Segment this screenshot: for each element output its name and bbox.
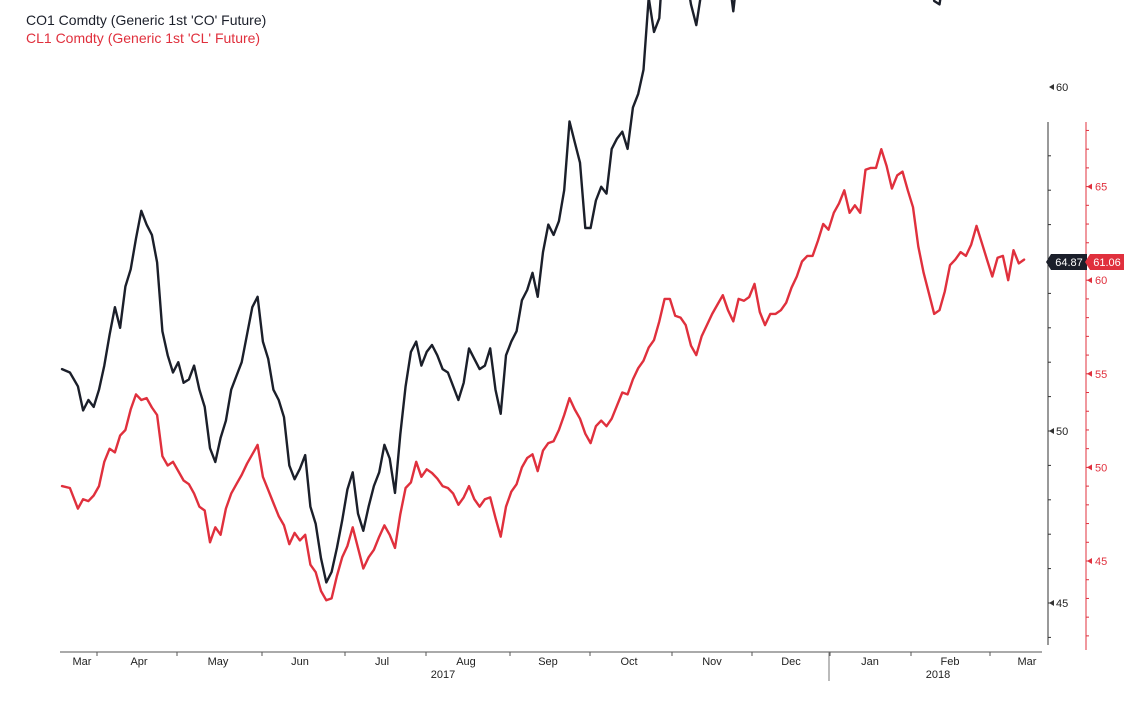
- last-value-badge-cl1: [1085, 254, 1124, 270]
- y-axis-left: 455055606570: [1047, 82, 1068, 645]
- last-value-label-co1: 64.87: [1055, 257, 1083, 269]
- y-right-tick-label: 65: [1095, 182, 1107, 194]
- series-line-cl1: [60, 148, 1026, 602]
- x-tick-label: Jul: [375, 656, 389, 668]
- x-year-label: 2017: [431, 669, 455, 681]
- x-tick-label: Aug: [456, 656, 476, 668]
- y-right-tick-label: 50: [1095, 462, 1107, 474]
- y-right-tick-arrow: [1087, 370, 1092, 377]
- x-year-label: 2018: [926, 669, 950, 681]
- x-tick-label: Jun: [291, 656, 309, 668]
- y-axis-right: 45 50 55 60 65: [1085, 122, 1107, 650]
- y-right-tick-arrow: [1087, 464, 1092, 471]
- x-tick-label: Sep: [538, 656, 558, 668]
- x-tick-label: Dec: [781, 656, 801, 668]
- x-tick-label: Mar: [73, 656, 92, 668]
- x-tick-label: May: [208, 656, 229, 668]
- y-left-tick-label: 50: [1056, 426, 1068, 438]
- legend: CO1 Comdty (Generic 1st 'CO' Future) CL1…: [26, 11, 266, 47]
- last-value-badge-co1: [1046, 254, 1087, 270]
- last-value-badges: 64.87 61.06: [1046, 254, 1124, 270]
- y-left-tick-arrow: [1049, 428, 1054, 434]
- x-tick-label: Nov: [702, 656, 722, 668]
- y-left-tick-arrow: [1049, 600, 1054, 606]
- y-right-tick-arrow: [1087, 183, 1092, 190]
- y-right-tick-arrow: [1087, 277, 1092, 284]
- y-right-tick-label: 60: [1095, 275, 1107, 287]
- plot-area: [60, 0, 1026, 602]
- x-tick-label: Mar: [1018, 656, 1037, 668]
- x-axis: Mar Apr May Jun Jul Aug Sep Oct Nov Dec Jan Feb Mar 2…: [60, 651, 1042, 681]
- legend-entry-cl1: CL1 Comdty (Generic 1st 'CL' Future): [26, 30, 261, 46]
- x-tick-label: Feb: [941, 656, 960, 668]
- y-left-tick-arrow: [1049, 84, 1054, 90]
- y-right-tick-label: 45: [1095, 556, 1107, 568]
- x-tick-label: Jan: [861, 656, 879, 668]
- y-right-tick-label: 55: [1095, 369, 1107, 381]
- y-left-tick-label: 45: [1056, 598, 1068, 610]
- y-right-tick-arrow: [1087, 558, 1092, 564]
- x-tick-label: Oct: [620, 656, 637, 668]
- last-value-label-cl1: 61.06: [1093, 257, 1121, 269]
- legend-entry-co1: CO1 Comdty (Generic 1st 'CO' Future): [26, 12, 267, 28]
- y-left-tick-label: 60: [1056, 82, 1068, 94]
- x-tick-label: Apr: [130, 656, 147, 668]
- series-line-co1: [60, 0, 942, 584]
